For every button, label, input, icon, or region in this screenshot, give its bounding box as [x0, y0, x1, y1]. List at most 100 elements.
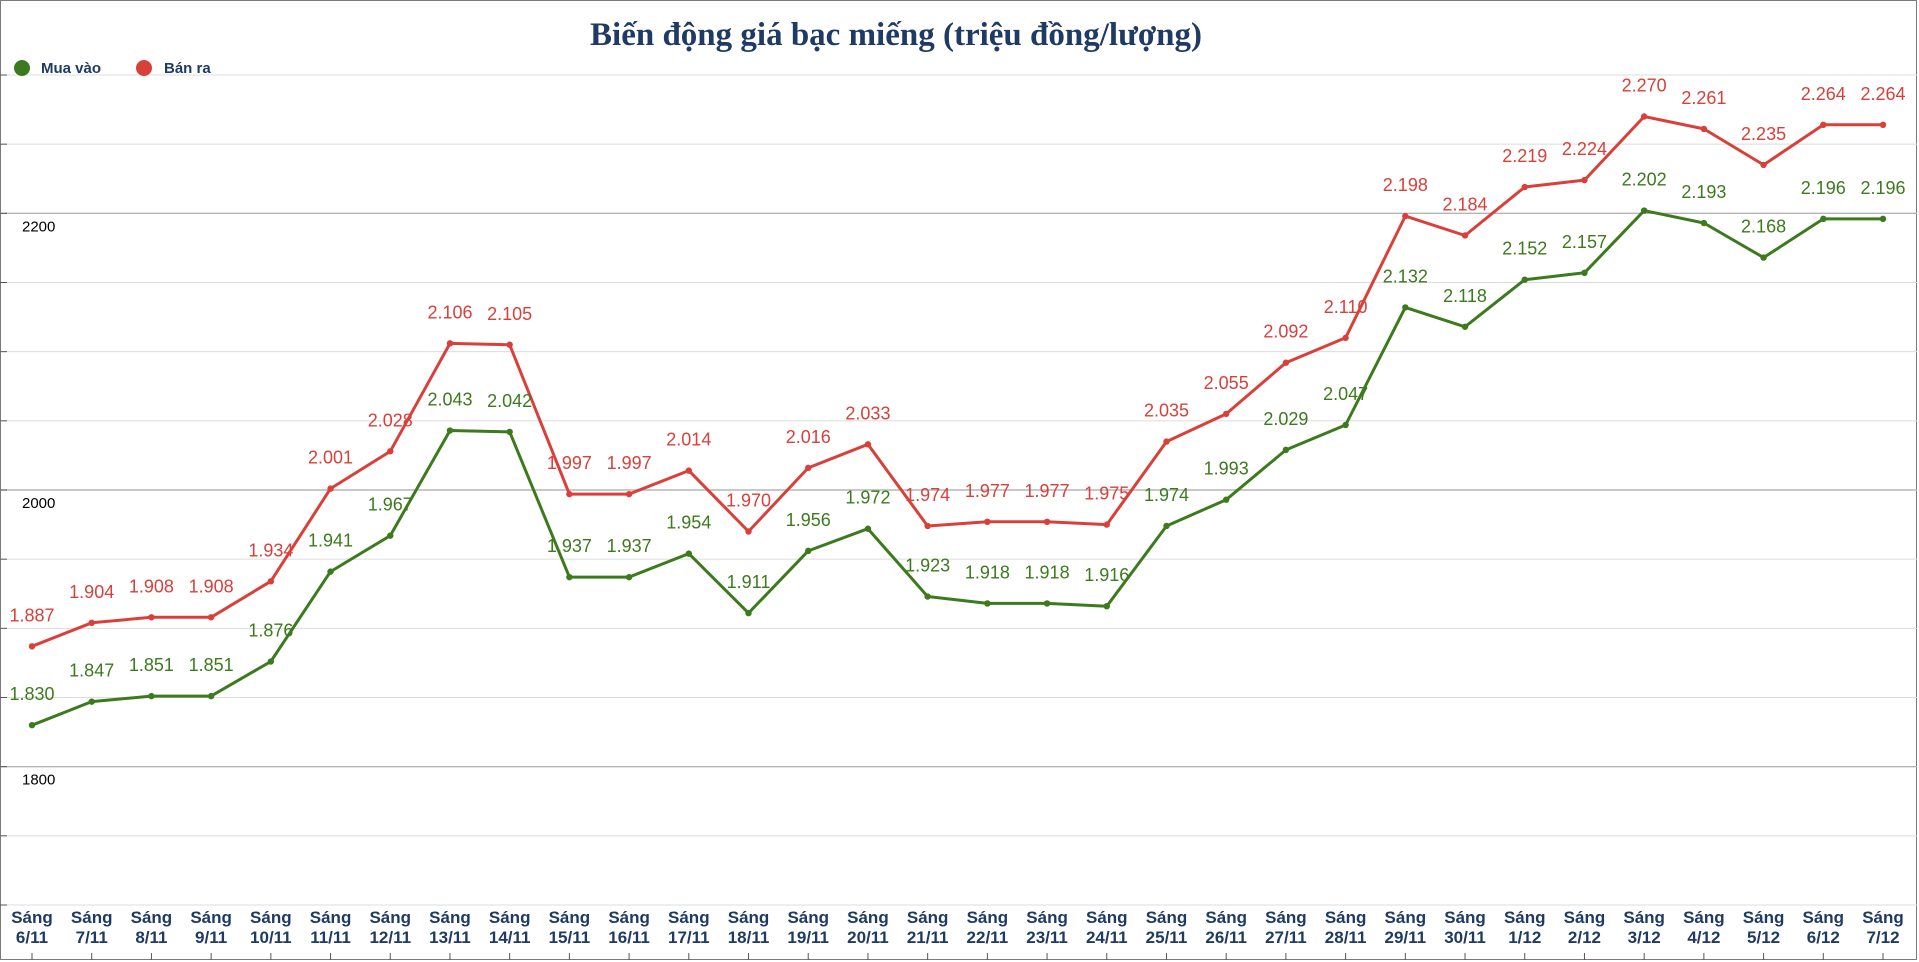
x-tick-label-top: Sáng — [369, 908, 411, 927]
data-label-ban-ra: 2.224 — [1562, 139, 1607, 159]
data-label-mua-vao: 1.937 — [547, 536, 592, 556]
data-label-mua-vao: 1.911 — [727, 572, 771, 592]
x-tick-label-top: Sáng — [967, 908, 1009, 927]
x-tick-label-date: 17/11 — [668, 928, 710, 947]
data-label-ban-ra: 2.270 — [1622, 76, 1667, 96]
x-tick-label-top: Sáng — [1265, 908, 1307, 927]
x-tick-label-date: 30/11 — [1444, 928, 1486, 947]
data-label-ban-ra: 2.184 — [1443, 194, 1488, 214]
data-label-ban-ra: 2.106 — [427, 302, 472, 322]
x-tick-label-date: 10/11 — [250, 928, 292, 947]
data-label-ban-ra: 1.908 — [189, 576, 234, 596]
data-point-mua-vao — [1820, 215, 1827, 223]
data-label-mua-vao: 1.972 — [845, 488, 890, 508]
data-label-ban-ra: 2.235 — [1741, 124, 1786, 144]
data-point-ban-ra — [1879, 121, 1887, 128]
data-point-mua-vao — [327, 568, 334, 575]
x-tick-label-top: Sáng — [1325, 908, 1367, 927]
data-label-ban-ra: 2.264 — [1860, 84, 1905, 104]
data-labels: 1.830 1.847 1.851 1.851 1.876 1.941 1.967 2.043… — [9, 76, 1905, 705]
data-label-mua-vao: 2.047 — [1323, 384, 1368, 404]
data-point-ban-ra — [1820, 121, 1827, 128]
data-label-mua-vao: 1.956 — [786, 510, 831, 530]
data-point-ban-ra — [327, 485, 334, 492]
x-tick-label-top: Sáng — [549, 908, 591, 927]
x-tick-label-top: Sáng — [728, 908, 770, 927]
x-tick-label-date: 22/11 — [967, 928, 1009, 947]
x-tick-label-date: 25/11 — [1146, 928, 1188, 947]
x-tick-label-top: Sáng — [429, 908, 471, 927]
data-point-mua-vao — [1640, 207, 1648, 214]
legend-swatch-ban-ra — [136, 60, 152, 76]
x-tick-label-date: 3/12 — [1628, 928, 1661, 947]
x-tick-label-date: 9/11 — [195, 928, 227, 947]
x-tick-label-top: Sáng — [907, 908, 949, 927]
x-tick-label-top: Sáng — [250, 908, 292, 927]
x-tick-label-date: 4/12 — [1687, 928, 1720, 947]
data-label-mua-vao: 2.043 — [427, 390, 472, 410]
x-tick-label-top: Sáng — [1803, 908, 1845, 927]
data-label-mua-vao: 2.157 — [1562, 232, 1607, 252]
data-point-ban-ra — [1043, 518, 1051, 526]
data-label-mua-vao: 2.132 — [1383, 266, 1428, 286]
data-point-ban-ra — [1521, 183, 1528, 191]
x-tick-label-top: Sáng — [1862, 908, 1904, 927]
x-tick-label-date: 23/11 — [1026, 928, 1068, 947]
data-label-mua-vao: 1.993 — [1204, 459, 1249, 479]
data-point-mua-vao — [1402, 304, 1409, 311]
x-tick-label-top: Sáng — [1623, 908, 1665, 927]
data-label-ban-ra: 2.001 — [308, 448, 353, 468]
data-label-mua-vao: 2.193 — [1681, 182, 1726, 202]
data-point-mua-vao — [1342, 421, 1349, 429]
data-label-mua-vao: 1.954 — [666, 513, 711, 533]
x-tick-label-top: Sáng — [668, 908, 710, 927]
data-point-ban-ra — [88, 619, 95, 626]
x-tick-label-date: 21/11 — [907, 928, 949, 947]
grid-lines — [0, 74, 1917, 906]
data-label-mua-vao: 1.918 — [1025, 562, 1070, 582]
data-label-ban-ra: 2.014 — [666, 430, 711, 450]
data-label-ban-ra: 1.904 — [69, 582, 114, 602]
x-tick-label-top: Sáng — [1026, 908, 1068, 927]
data-point-ban-ra — [148, 614, 155, 621]
data-point-mua-vao — [1222, 496, 1230, 503]
data-point-mua-vao — [207, 692, 215, 700]
data-label-mua-vao: 2.042 — [487, 391, 532, 411]
data-point-mua-vao — [28, 721, 36, 729]
data-label-ban-ra: 2.092 — [1263, 322, 1308, 342]
data-point-ban-ra — [685, 467, 693, 474]
data-point-mua-vao — [1461, 323, 1469, 330]
chart-title: Biến động giá bạc miếng (triệu đồng/lượn… — [590, 17, 1202, 53]
data-point-ban-ra — [506, 341, 513, 348]
data-point-ban-ra — [446, 340, 454, 347]
legend-label-mua-vao: Mua vào — [41, 60, 101, 77]
data-label-ban-ra: 2.028 — [368, 410, 413, 430]
data-label-ban-ra: 2.035 — [1144, 401, 1189, 421]
x-tick-label-top: Sáng — [1444, 908, 1486, 927]
data-point-mua-vao — [506, 428, 513, 436]
data-label-ban-ra: 2.110 — [1324, 297, 1368, 317]
series-points — [28, 113, 1887, 729]
x-tick-label-top: Sáng — [131, 908, 173, 927]
data-point-ban-ra — [28, 643, 36, 650]
data-point-mua-vao — [1043, 600, 1051, 607]
x-tick-label-date: 6/12 — [1807, 928, 1840, 947]
data-point-mua-vao — [1282, 446, 1290, 454]
data-point-mua-vao — [864, 525, 872, 532]
x-tick-label-date: 24/11 — [1086, 928, 1128, 947]
x-tick-label-date: 7/11 — [76, 928, 108, 947]
x-tick-label-top: Sáng — [190, 908, 232, 927]
data-point-ban-ra — [1103, 521, 1110, 528]
x-tick-label-date: 27/11 — [1265, 928, 1307, 947]
x-tick-label-date: 29/11 — [1385, 928, 1427, 947]
x-tick-label-date: 11/11 — [310, 928, 351, 947]
data-label-ban-ra: 1.975 — [1084, 484, 1129, 504]
x-tick-label-top: Sáng — [1146, 908, 1188, 927]
x-tick-label-top: Sáng — [1086, 908, 1128, 927]
data-point-ban-ra — [1461, 232, 1469, 239]
x-tick-label-top: Sáng — [608, 908, 650, 927]
x-tick-label-top: Sáng — [71, 908, 113, 927]
x-tick-label-date: 5/12 — [1747, 928, 1780, 947]
data-point-mua-vao — [1581, 269, 1588, 277]
